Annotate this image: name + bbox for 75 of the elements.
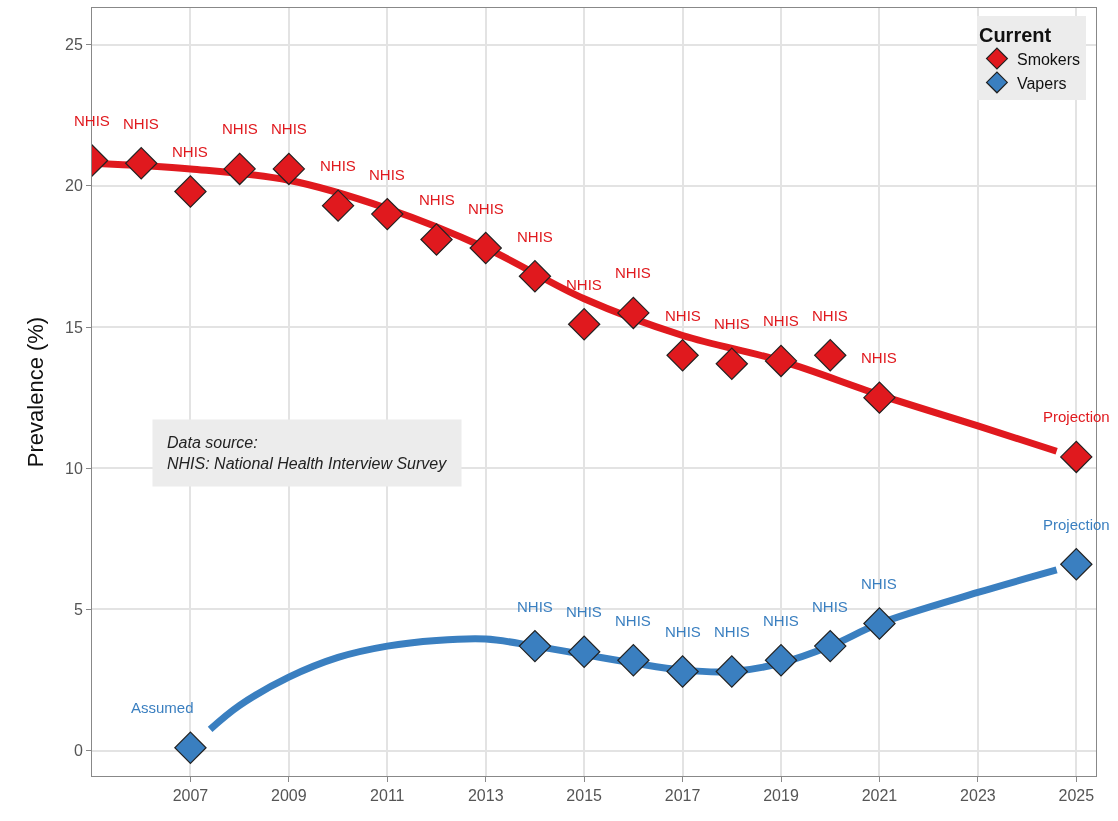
point	[567, 308, 601, 341]
point	[223, 152, 256, 186]
point	[863, 607, 896, 640]
data-label: NHIS	[665, 623, 701, 640]
x-tick-label: 2015	[566, 787, 603, 805]
data-label: NHIS	[861, 575, 897, 592]
data-label: Assumed	[131, 699, 194, 716]
data-label: NHIS	[566, 276, 602, 293]
point	[1060, 440, 1093, 474]
x-tick-label: 2007	[172, 787, 209, 805]
y-tick-label: 5	[73, 601, 83, 619]
annotation: Data source: NHIS: National Health Interview Survey	[167, 434, 448, 472]
data-label: NHIS	[320, 157, 356, 174]
data-label: NHIS	[172, 143, 208, 160]
point	[125, 147, 158, 180]
point	[174, 731, 207, 764]
x-tick-label: 2011	[370, 787, 405, 805]
data-label: NHIS	[615, 612, 651, 629]
x-tick-label: 2017	[664, 787, 701, 805]
point	[518, 260, 552, 293]
y-axis-title: Prevalence (%)	[22, 316, 48, 468]
point	[617, 296, 650, 330]
data-label: NHIS	[517, 598, 553, 615]
data-label: NHIS	[419, 191, 455, 208]
point	[814, 629, 847, 663]
legend-title: Current	[978, 23, 1052, 46]
point	[666, 339, 699, 372]
x-tick-label: 2021	[861, 787, 898, 805]
point	[420, 223, 453, 256]
legend-label: Vapers	[1016, 74, 1067, 92]
point	[715, 347, 748, 380]
point	[715, 655, 748, 688]
data-label: Projection	[1043, 408, 1110, 425]
point	[863, 381, 896, 414]
point	[567, 635, 601, 668]
point	[617, 644, 650, 677]
point	[666, 655, 699, 688]
data-label: NHIS	[714, 315, 750, 332]
x-tick-label: 2019	[763, 787, 799, 805]
y-tick-label: 0	[73, 742, 83, 760]
data-label: NHIS	[566, 603, 602, 620]
point	[1060, 548, 1093, 581]
x-tick-label: 2009	[271, 787, 307, 805]
data-label: NHIS	[812, 307, 848, 324]
data-label: NHIS	[468, 200, 504, 217]
data-label: NHIS	[517, 228, 553, 245]
data-label: NHIS	[665, 307, 701, 324]
point	[371, 197, 404, 231]
point	[174, 175, 207, 208]
y-tick-label: 20	[65, 177, 83, 195]
data-label: NHIS	[222, 120, 258, 137]
data-label: NHIS	[861, 349, 897, 366]
y-tick-label: 25	[65, 36, 83, 54]
point	[272, 152, 306, 186]
data-label: NHIS	[369, 166, 405, 183]
data-label: NHIS	[123, 115, 159, 132]
data-label: NHIS	[74, 112, 110, 129]
data-label: NHIS	[271, 120, 307, 137]
legend-label: Smokers	[1016, 50, 1081, 68]
point	[518, 629, 552, 663]
data-label: NHIS	[714, 623, 750, 640]
data-label: NHIS	[763, 612, 799, 629]
y-tick-label: 15	[65, 318, 83, 336]
x-tick-label: 2023	[960, 787, 996, 805]
point	[469, 231, 502, 265]
y-tick-label: 10	[65, 459, 83, 477]
data-label: NHIS	[615, 264, 651, 281]
x-tick-label: 2013	[467, 787, 504, 805]
data-label: NHIS	[763, 312, 799, 329]
point	[764, 644, 798, 677]
point	[814, 339, 847, 372]
x-tick-label: 2025	[1058, 787, 1095, 805]
point	[321, 189, 355, 222]
point	[764, 344, 798, 378]
data-label: NHIS	[812, 598, 848, 615]
